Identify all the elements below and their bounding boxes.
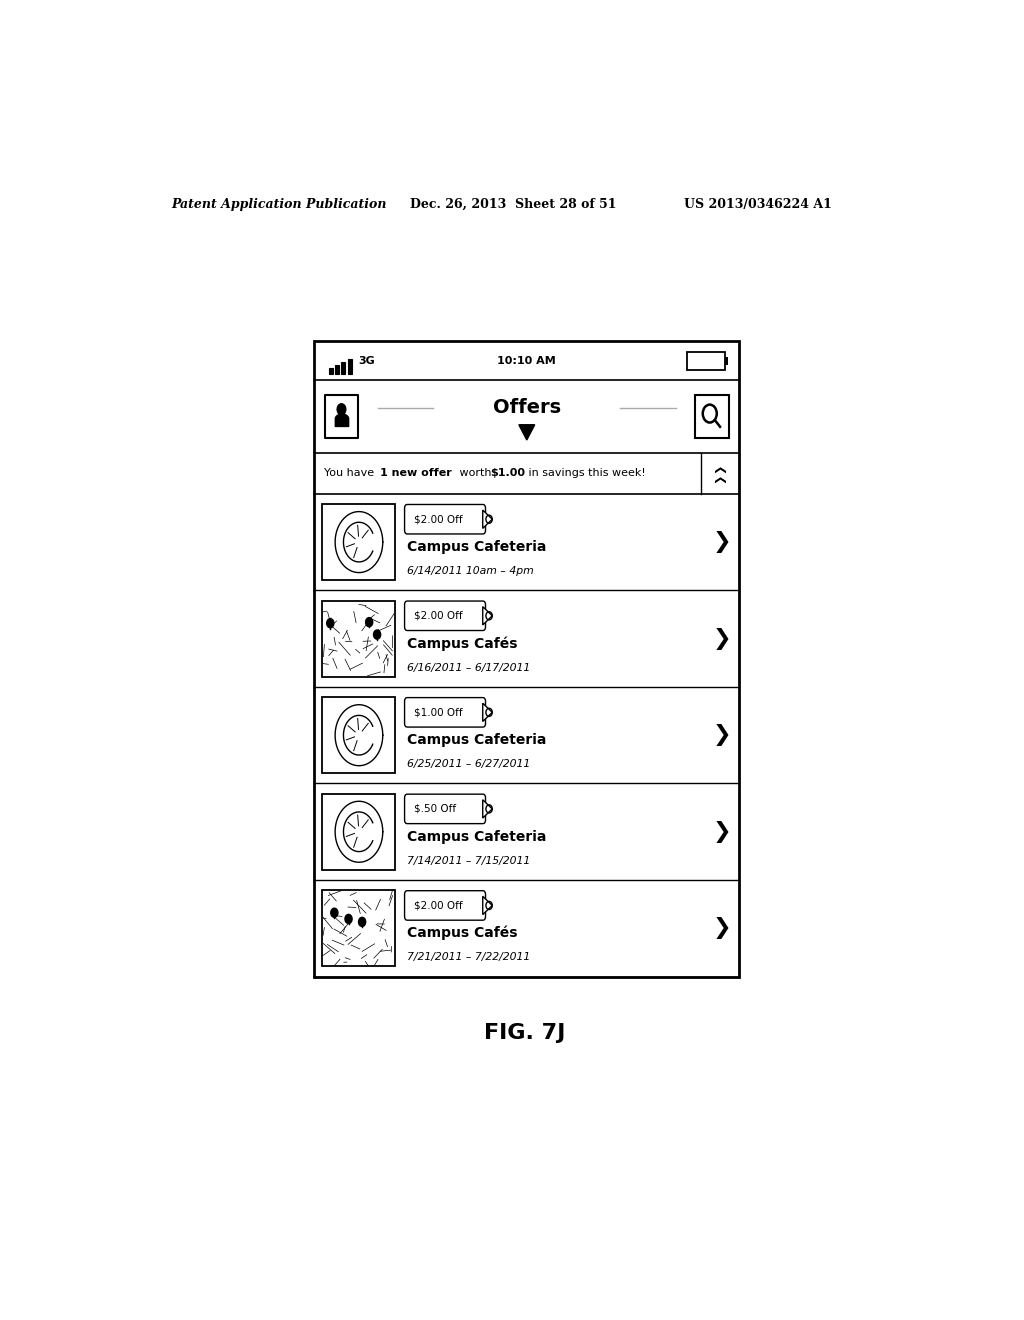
- Bar: [687, 351, 725, 370]
- Text: Campus Cafeteria: Campus Cafeteria: [408, 540, 547, 554]
- Text: $1.00: $1.00: [490, 469, 525, 478]
- Bar: [329, 368, 333, 374]
- Polygon shape: [519, 425, 535, 440]
- Circle shape: [358, 917, 366, 927]
- Bar: [323, 601, 395, 677]
- Polygon shape: [482, 800, 493, 818]
- Text: in savings this week!: in savings this week!: [524, 469, 645, 478]
- Text: $2.00 Off: $2.00 Off: [414, 611, 462, 620]
- Bar: [323, 890, 395, 966]
- Circle shape: [374, 630, 381, 639]
- Text: 6/14/2011 10am – 4pm: 6/14/2011 10am – 4pm: [408, 566, 535, 576]
- Text: You have: You have: [324, 469, 378, 478]
- FancyBboxPatch shape: [404, 697, 485, 727]
- Text: Dec. 26, 2013  Sheet 28 of 51: Dec. 26, 2013 Sheet 28 of 51: [410, 198, 616, 211]
- Text: ❯: ❯: [713, 917, 731, 940]
- FancyBboxPatch shape: [404, 601, 485, 631]
- Text: Campus Cafés: Campus Cafés: [408, 636, 518, 651]
- Text: 10:10 AM: 10:10 AM: [498, 355, 556, 366]
- Text: Patent Application Publication: Patent Application Publication: [172, 198, 387, 211]
- Polygon shape: [482, 704, 493, 722]
- Text: US 2013/0346224 A1: US 2013/0346224 A1: [684, 198, 831, 211]
- Text: 6/16/2011 – 6/17/2011: 6/16/2011 – 6/17/2011: [408, 663, 530, 673]
- Circle shape: [366, 618, 373, 627]
- Text: Offers: Offers: [493, 399, 561, 417]
- FancyBboxPatch shape: [404, 795, 485, 824]
- Text: ❯: ❯: [715, 463, 726, 473]
- Bar: [341, 362, 345, 374]
- Polygon shape: [482, 896, 493, 915]
- Bar: [325, 395, 358, 438]
- Bar: [323, 793, 395, 870]
- Bar: [725, 356, 728, 364]
- Text: ❯: ❯: [715, 474, 726, 483]
- Circle shape: [337, 404, 346, 414]
- Text: 7/14/2011 – 7/15/2011: 7/14/2011 – 7/15/2011: [408, 855, 530, 866]
- Polygon shape: [482, 607, 493, 624]
- Text: FIG. 7J: FIG. 7J: [484, 1023, 565, 1043]
- Text: ❯: ❯: [713, 821, 731, 842]
- Text: 7/21/2011 – 7/22/2011: 7/21/2011 – 7/22/2011: [408, 952, 530, 962]
- FancyBboxPatch shape: [404, 891, 485, 920]
- Circle shape: [327, 619, 334, 628]
- Circle shape: [345, 915, 352, 924]
- Text: ❯: ❯: [713, 725, 731, 746]
- Text: worth: worth: [456, 469, 495, 478]
- Text: Campus Cafés: Campus Cafés: [408, 925, 518, 940]
- Text: ❯: ❯: [713, 627, 731, 649]
- Circle shape: [331, 908, 338, 917]
- Text: Campus Cafeteria: Campus Cafeteria: [408, 733, 547, 747]
- Bar: [323, 504, 395, 581]
- Text: $2.00 Off: $2.00 Off: [414, 900, 462, 911]
- Polygon shape: [482, 510, 493, 528]
- Bar: [695, 395, 729, 438]
- Bar: [335, 364, 339, 374]
- Text: 6/25/2011 – 6/27/2011: 6/25/2011 – 6/27/2011: [408, 759, 530, 770]
- Bar: [323, 697, 395, 774]
- Text: $1.00 Off: $1.00 Off: [414, 708, 462, 717]
- Text: ❯: ❯: [713, 531, 731, 553]
- Text: $.50 Off: $.50 Off: [414, 804, 456, 814]
- Text: Campus Cafeteria: Campus Cafeteria: [408, 829, 547, 843]
- Bar: [314, 342, 739, 977]
- FancyBboxPatch shape: [404, 504, 485, 535]
- Text: 1 new offer: 1 new offer: [380, 469, 452, 478]
- Bar: [348, 359, 352, 374]
- Text: $2.00 Off: $2.00 Off: [414, 515, 462, 524]
- Text: 3G: 3G: [358, 355, 375, 366]
